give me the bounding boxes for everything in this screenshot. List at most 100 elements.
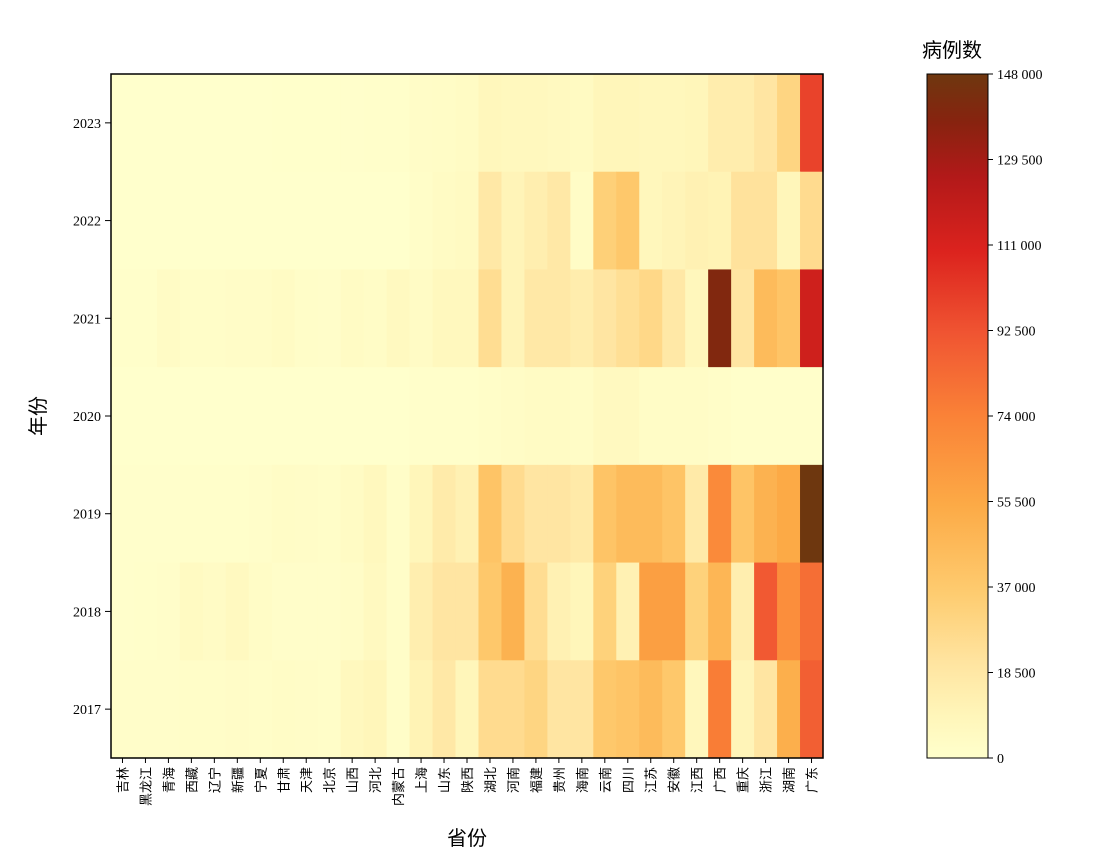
x-tick-label: 内蒙古 xyxy=(391,767,407,806)
heatmap-cell xyxy=(616,74,640,173)
heatmap-cell xyxy=(202,660,227,759)
heatmap-cell xyxy=(547,660,571,759)
heatmap-cell xyxy=(524,464,548,564)
colorbar-tick-label: 148 000 xyxy=(997,68,1043,83)
x-tick-label: 湖南 xyxy=(782,767,798,793)
heatmap-cell xyxy=(156,74,181,173)
heatmap-cell xyxy=(708,269,732,368)
heatmap-cell xyxy=(593,660,617,759)
heatmap-cell xyxy=(386,171,411,271)
heatmap-cell xyxy=(570,464,594,564)
heatmap-cell xyxy=(271,269,296,368)
heatmap-cell xyxy=(708,171,732,271)
heatmap-cell xyxy=(570,660,594,759)
heatmap-cell xyxy=(593,269,617,368)
x-tick-label: 宁夏 xyxy=(253,767,269,793)
colorbar-gradient xyxy=(926,73,989,759)
heatmap-cell xyxy=(133,562,158,661)
x-tick-label: 重庆 xyxy=(736,767,752,793)
heatmap-cell xyxy=(754,562,778,661)
heatmap-cell xyxy=(432,660,457,759)
heatmap-cell xyxy=(225,562,250,661)
heatmap-cell xyxy=(639,171,663,271)
heatmap-cell xyxy=(179,562,204,661)
heatmap-cell xyxy=(685,171,709,271)
heatmap-cell xyxy=(271,464,296,564)
x-tick-label: 福建 xyxy=(530,767,545,793)
heatmap-cell xyxy=(111,269,135,368)
heatmap-cell xyxy=(133,660,158,759)
heatmap-cell xyxy=(179,269,204,368)
y-tick-label: 2020 xyxy=(73,410,101,425)
heatmap-cell xyxy=(708,74,732,173)
heatmap-cell xyxy=(317,660,342,759)
heatmap-cell xyxy=(685,660,709,759)
heatmap-cell xyxy=(156,562,181,661)
heatmap-cell xyxy=(363,367,388,466)
colorbar-ticks: 0 18 500 37 000 55 500 74 000 92 500 111 000 12… xyxy=(988,68,1043,767)
heatmap-cell xyxy=(340,74,365,173)
heatmap-cell xyxy=(501,367,526,466)
x-tick-label: 天津 xyxy=(300,767,315,793)
heatmap-cell xyxy=(777,367,801,466)
heatmap-cell xyxy=(478,660,503,759)
heatmap-cell xyxy=(409,74,434,173)
heatmap-cell xyxy=(317,171,342,271)
x-tick-label: 黑龙江 xyxy=(139,767,154,806)
heatmap-cell xyxy=(202,269,227,368)
heatmap-cell xyxy=(662,367,686,466)
heatmap-cell xyxy=(409,660,434,759)
heatmap-cell xyxy=(340,171,365,271)
heatmap-cell xyxy=(685,269,709,368)
heatmap-cell xyxy=(248,269,273,368)
heatmap-cell xyxy=(639,367,663,466)
heatmap-cell xyxy=(409,562,434,661)
heatmap-cell xyxy=(202,562,227,661)
heatmap-cell xyxy=(800,464,824,564)
x-tick-label: 陕西 xyxy=(461,767,476,793)
heatmap-cell xyxy=(800,660,824,759)
heatmap-cell xyxy=(800,367,824,466)
heatmap-cell xyxy=(340,269,365,368)
heatmap-cell xyxy=(202,367,227,466)
heatmap-cell xyxy=(731,464,755,564)
x-tick-label: 河北 xyxy=(369,767,384,793)
heatmap-cell xyxy=(386,367,411,466)
heatmap-cell xyxy=(111,171,135,271)
y-tick-label: 2022 xyxy=(73,215,101,230)
x-tick-label: 山东 xyxy=(438,767,453,793)
heatmap-cell xyxy=(478,464,503,564)
colorbar: 0 18 500 37 000 55 500 74 000 92 500 111 000 12… xyxy=(922,38,1043,767)
heatmap-cell xyxy=(225,464,250,564)
x-tick-label: 安徽 xyxy=(668,767,683,793)
heatmap-cell xyxy=(570,367,594,466)
heatmap-cell xyxy=(271,367,296,466)
heatmap-cell xyxy=(294,562,319,661)
heatmap-cell xyxy=(225,269,250,368)
heatmap-cell xyxy=(156,367,181,466)
heatmap-cell xyxy=(501,464,526,564)
heatmap-cell xyxy=(524,269,548,368)
heatmap-cell xyxy=(432,171,457,271)
heatmap-cell xyxy=(800,562,824,661)
heatmap-cell xyxy=(409,269,434,368)
x-tick-label: 湖北 xyxy=(484,767,499,793)
x-tick-label: 四川 xyxy=(622,767,637,793)
heatmap-cell xyxy=(662,74,686,173)
y-tick-label: 2017 xyxy=(73,703,101,718)
heatmap-cell xyxy=(455,464,480,564)
colorbar-tick-label: 18 500 xyxy=(997,667,1036,682)
heatmap-cell xyxy=(524,74,548,173)
heatmap-cell xyxy=(432,464,457,564)
colorbar-tick-label: 129 500 xyxy=(997,154,1043,169)
y-axis: 2023 2022 2021 2020 2019 2018 2017 xyxy=(73,117,111,718)
heatmap-cell xyxy=(708,367,732,466)
heatmap-cell xyxy=(639,74,663,173)
heatmap-cell xyxy=(409,171,434,271)
heatmap-cell xyxy=(639,660,663,759)
heatmap-cell xyxy=(501,269,526,368)
heatmap-cell xyxy=(731,562,755,661)
heatmap-cell xyxy=(248,660,273,759)
heatmap-cell xyxy=(639,562,663,661)
heatmap-cell xyxy=(111,367,135,466)
